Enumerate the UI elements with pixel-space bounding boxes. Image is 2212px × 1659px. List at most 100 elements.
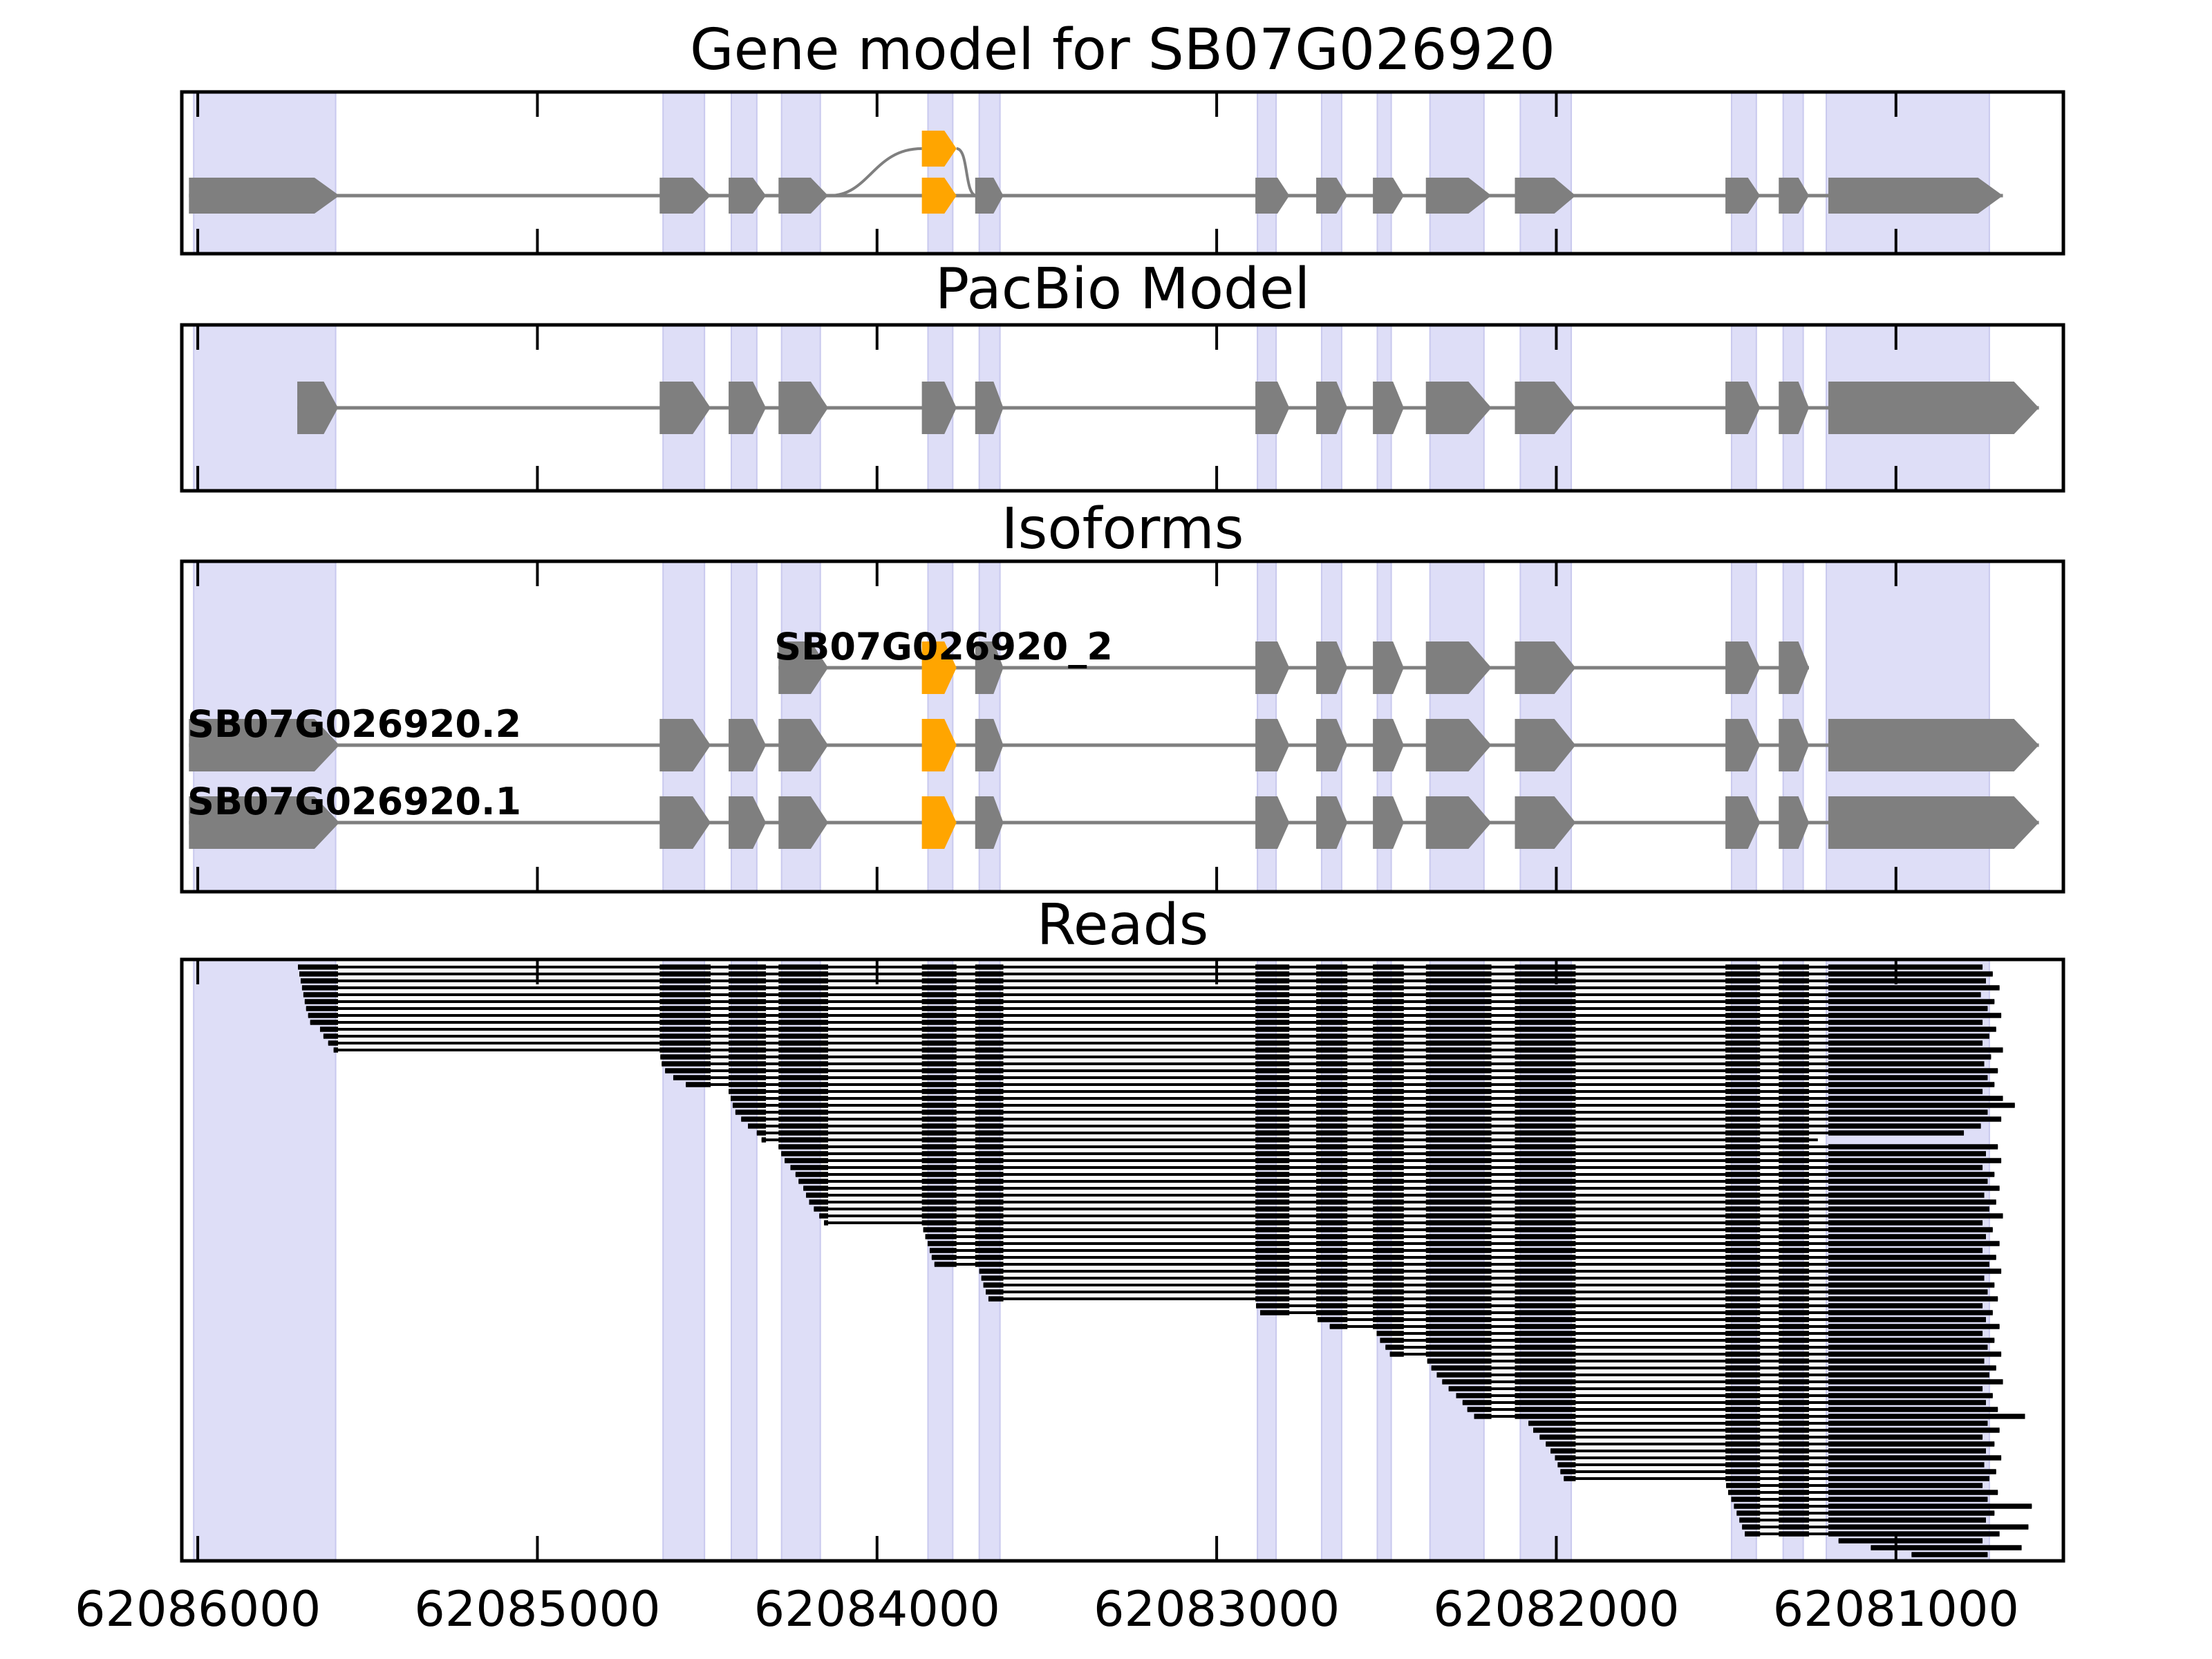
- highlight-band: [662, 959, 706, 1562]
- read: [814, 1206, 1989, 1212]
- read-exon-block: [1725, 964, 1761, 970]
- read-exon-block: [1373, 1234, 1404, 1239]
- read-exon-block: [1515, 1130, 1576, 1136]
- read-exon-block: [659, 1033, 711, 1039]
- read-exon-block: [729, 1040, 767, 1046]
- read-exon-block: [1779, 1414, 1809, 1419]
- read: [299, 971, 1993, 977]
- read-exon-block: [1533, 1427, 1576, 1433]
- read-exon-block: [1546, 1441, 1576, 1447]
- read-exon-block: [729, 999, 767, 1004]
- read-exon-block: [778, 971, 829, 977]
- read-exon-block: [748, 1123, 767, 1129]
- read: [781, 1151, 1986, 1156]
- read-exon-block: [778, 978, 829, 984]
- read-exon-block: [1515, 1165, 1576, 1170]
- read-exon-block: [1255, 1165, 1290, 1170]
- exon: [1515, 719, 1576, 771]
- read-exon-block: [1725, 1400, 1761, 1405]
- read-exon-block: [1373, 1220, 1404, 1226]
- read-exon-block: [1779, 1151, 1809, 1156]
- read-exon-block: [1515, 1151, 1576, 1156]
- read-exon-block: [975, 1172, 1004, 1177]
- read-exon-block: [1515, 1400, 1576, 1405]
- read-exon-block: [1373, 1054, 1404, 1060]
- read-exon-block: [975, 978, 1004, 984]
- read-exon-block: [1779, 1206, 1809, 1212]
- highlight-band: [1320, 91, 1342, 254]
- read-exon-block: [1316, 1047, 1348, 1053]
- read-exon-block: [1316, 1165, 1348, 1170]
- splice-curve-left: [830, 147, 922, 197]
- read-exon-block: [1255, 1061, 1290, 1067]
- read-exon-block: [1828, 1075, 1988, 1080]
- read: [1318, 1317, 1986, 1322]
- read-exon-block: [1726, 1483, 1761, 1488]
- read-exon-block: [741, 1116, 767, 1122]
- read-exon-block: [1255, 1013, 1290, 1018]
- read-exon-block: [1373, 1116, 1404, 1122]
- read-exon-block: [1731, 1497, 1761, 1502]
- read-exon-block: [1515, 1310, 1576, 1315]
- read-exon-block: [1828, 1517, 1986, 1523]
- read-exon-block: [1828, 999, 1995, 1004]
- read-exon-block: [1385, 1344, 1404, 1350]
- read-exon-block: [1515, 1185, 1576, 1191]
- read-exon-block: [1373, 1192, 1404, 1198]
- exon: [1425, 719, 1492, 771]
- exon-highlighted: [921, 796, 957, 849]
- read-exon-block: [1828, 1262, 1989, 1267]
- exon: [189, 719, 339, 771]
- read-exon-block: [1779, 999, 1809, 1004]
- read-exon-block: [1373, 999, 1404, 1004]
- highlight-band: [1826, 959, 1990, 1562]
- pacbio-model-panel: [180, 323, 2065, 493]
- exon: [1255, 382, 1290, 434]
- read-exon-block: [1779, 1275, 1809, 1281]
- read-exon-block: [1515, 1123, 1576, 1129]
- read-exon-block: [921, 1020, 957, 1025]
- read-exon-block: [1779, 1255, 1809, 1260]
- read-exon-block: [1425, 1109, 1492, 1115]
- read-exon-block: [1725, 1144, 1761, 1150]
- read-exon-block: [1828, 1282, 1995, 1288]
- read-exon-block: [659, 971, 711, 977]
- isoform-label: SB07G026920_2: [774, 625, 1113, 668]
- read-exon-block: [729, 1006, 767, 1011]
- read-exon-block: [1725, 1227, 1761, 1232]
- read-exon-block: [975, 1137, 1004, 1143]
- read-exon-block: [934, 1262, 957, 1267]
- read: [1533, 1427, 2000, 1433]
- read-exon-block: [1515, 1303, 1576, 1309]
- read-exon-block: [1316, 1158, 1348, 1163]
- read-exon-block: [1373, 1199, 1404, 1205]
- read-exon-block: [988, 1296, 1004, 1302]
- read-exon-block: [1316, 1227, 1348, 1232]
- read-exon-block: [1425, 1033, 1492, 1039]
- read: [790, 1165, 1983, 1170]
- read: [1557, 1462, 1985, 1468]
- read-exon-block: [1725, 992, 1761, 997]
- read-exon-block: [1316, 1282, 1348, 1288]
- read-exon-block: [921, 1158, 957, 1163]
- read-exon-block: [1316, 1192, 1348, 1198]
- read-exon-block: [732, 1103, 767, 1108]
- read-exon-block: [1725, 1303, 1761, 1309]
- read: [1256, 1303, 1983, 1309]
- read-exon-block: [1255, 1296, 1290, 1302]
- read-exon-block: [1528, 1421, 1576, 1426]
- read-exon-block: [1373, 1006, 1404, 1011]
- read-exon-block: [1255, 1248, 1290, 1253]
- read: [1385, 1344, 1988, 1350]
- read-exon-block: [1725, 1172, 1761, 1177]
- read-exon-block: [1316, 1262, 1348, 1267]
- read-exon-block: [1779, 1421, 1809, 1426]
- read-exon-block: [983, 1282, 1004, 1288]
- read-exon-block: [929, 1248, 957, 1253]
- read-exon-block: [1316, 1220, 1348, 1226]
- read-exon-block: [1255, 1047, 1290, 1053]
- read-exon-block: [1515, 1296, 1576, 1302]
- read-exon-block: [975, 1248, 1004, 1253]
- read-exon-block: [1515, 971, 1576, 977]
- read-exon-block: [1828, 1089, 1983, 1094]
